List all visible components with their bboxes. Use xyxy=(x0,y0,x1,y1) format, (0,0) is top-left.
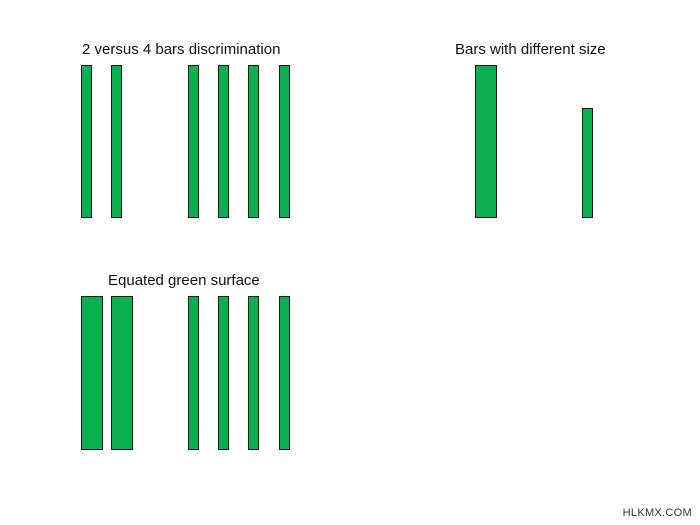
bar-eq-right-3 xyxy=(248,296,259,450)
bar-2v4-right-2 xyxy=(218,65,229,218)
panel-title-two-vs-four: 2 versus 4 bars discrimination xyxy=(82,41,281,58)
watermark: HLKMX.COM xyxy=(622,507,692,519)
small-bar xyxy=(582,108,593,218)
bar-eq-right-2 xyxy=(218,296,229,450)
bar-eq-right-4 xyxy=(279,296,290,450)
bar-2v4-right-4 xyxy=(279,65,290,218)
bar-2v4-left-1 xyxy=(81,65,92,218)
bar-eq-left-1 xyxy=(81,296,103,450)
bar-2v4-left-2 xyxy=(111,65,122,218)
bar-eq-left-2 xyxy=(111,296,133,450)
panel-title-different-size: Bars with different size xyxy=(455,41,606,58)
bar-2v4-right-1 xyxy=(188,65,199,218)
large-bar xyxy=(475,65,497,218)
panel-title-equated-surface: Equated green surface xyxy=(108,272,260,289)
bar-2v4-right-3 xyxy=(248,65,259,218)
bar-eq-right-1 xyxy=(188,296,199,450)
